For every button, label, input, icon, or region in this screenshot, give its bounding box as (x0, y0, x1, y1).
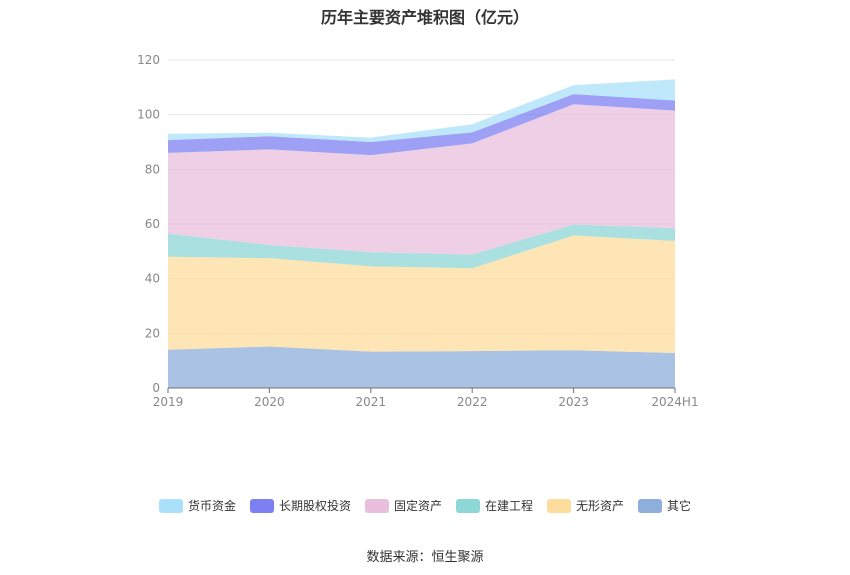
area-series-2 (168, 224, 675, 269)
area-series-5 (168, 79, 675, 142)
x-tick-label: 2023 (558, 395, 589, 409)
x-tick-label: 2024H1 (651, 395, 698, 409)
x-tick-label: 2020 (254, 395, 285, 409)
legend-label: 无形资产 (576, 499, 625, 513)
legend-swatch (364, 498, 389, 513)
area-series-3 (168, 104, 675, 255)
stacked-area-chart: 0 20 40 60 80 100 120 2019 2020 2021 2022 2023 2024H… (137, 53, 699, 409)
y-tick-label: 80 (145, 162, 160, 176)
legend-swatch (456, 498, 480, 513)
y-tick-label: 100 (137, 108, 160, 122)
legend-label: 固定资产 (393, 499, 442, 513)
legend-label: 货币资金 (187, 499, 236, 513)
legend-label: 其它 (667, 499, 692, 513)
legend-label: 在建工程 (485, 499, 534, 513)
data-source: 数据来源：恒生聚源 (366, 550, 484, 565)
legend-swatch (638, 498, 663, 513)
legend-item[interactable]: 货币资金 (158, 497, 236, 514)
x-tick-label: 2021 (356, 395, 387, 409)
chart-legend: 货币资金 长期股权投资 固定资产 在建工程 无形资产 其它 (0, 497, 850, 514)
legend-swatch (547, 498, 572, 513)
legend-item[interactable]: 在建工程 (456, 497, 533, 514)
legend-label: 长期股权投资 (278, 499, 351, 513)
legend-swatch (158, 498, 183, 513)
legend-item[interactable]: 固定资产 (364, 497, 442, 514)
legend-swatch (249, 498, 274, 513)
legend-item[interactable]: 无形资产 (547, 497, 624, 514)
legend-item[interactable]: 长期股权投资 (249, 497, 351, 514)
area-series-1 (168, 235, 675, 354)
y-tick-label: 20 (145, 326, 160, 340)
y-tick-label: 40 (145, 272, 160, 286)
y-tick-label: 0 (152, 381, 160, 395)
legend-item[interactable]: 其它 (638, 497, 691, 514)
x-tick-label: 2019 (153, 395, 184, 409)
y-tick-label: 60 (145, 217, 160, 231)
area-series-4 (168, 94, 675, 156)
x-tick-label: 2022 (457, 395, 488, 409)
area-series-0 (168, 346, 675, 388)
chart-title: 历年主要资产堆积图（亿元） (320, 8, 529, 27)
y-tick-label: 120 (137, 53, 160, 67)
